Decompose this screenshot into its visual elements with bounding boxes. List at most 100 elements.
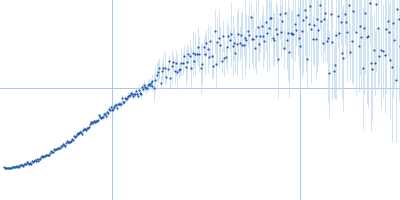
Point	[92, 120, 98, 123]
Point	[98, 116, 104, 120]
Point	[210, 64, 216, 68]
Point	[355, 44, 362, 47]
Point	[76, 131, 83, 135]
Point	[195, 45, 201, 48]
Point	[113, 103, 120, 107]
Point	[329, 40, 336, 43]
Point	[276, 13, 283, 16]
Point	[185, 52, 192, 55]
Point	[162, 67, 168, 70]
Point	[296, 36, 302, 39]
Point	[14, 165, 20, 168]
Point	[250, 38, 256, 41]
Point	[17, 164, 23, 167]
Point	[234, 42, 240, 46]
Point	[268, 16, 274, 20]
Point	[93, 120, 100, 123]
Point	[54, 147, 60, 150]
Point	[116, 102, 122, 106]
Point	[352, 31, 359, 34]
Point	[122, 97, 128, 100]
Point	[137, 91, 143, 94]
Point	[102, 112, 108, 115]
Point	[238, 33, 244, 36]
Point	[8, 167, 14, 170]
Point	[348, 39, 355, 42]
Point	[5, 167, 11, 170]
Point	[44, 154, 50, 157]
Point	[364, 36, 370, 39]
Point	[21, 162, 27, 165]
Point	[176, 68, 182, 72]
Point	[58, 144, 64, 147]
Point	[134, 93, 140, 96]
Point	[316, 4, 323, 7]
Point	[301, 8, 308, 12]
Point	[293, 28, 300, 31]
Point	[103, 115, 110, 118]
Point	[178, 61, 185, 64]
Point	[230, 45, 236, 48]
Point	[65, 140, 72, 144]
Point	[149, 84, 155, 88]
Point	[67, 139, 74, 142]
Point	[15, 165, 21, 168]
Point	[330, 69, 337, 73]
Point	[22, 163, 28, 166]
Point	[75, 133, 82, 136]
Point	[311, 23, 318, 26]
Point	[72, 135, 79, 138]
Point	[279, 20, 286, 23]
Point	[124, 97, 130, 100]
Point	[384, 20, 391, 23]
Point	[168, 65, 175, 68]
Point	[217, 43, 223, 46]
Point	[222, 55, 229, 58]
Point	[144, 87, 150, 90]
Point	[199, 62, 205, 65]
Point	[254, 26, 261, 29]
Point	[315, 29, 322, 32]
Point	[328, 12, 334, 15]
Point	[307, 4, 313, 7]
Point	[198, 66, 204, 69]
Point	[275, 57, 282, 60]
Point	[128, 91, 134, 95]
Point	[156, 67, 162, 70]
Point	[373, 2, 380, 6]
Point	[150, 86, 157, 90]
Point	[306, 22, 312, 25]
Point	[36, 157, 42, 161]
Point	[18, 164, 24, 167]
Point	[360, 66, 366, 70]
Point	[283, 38, 290, 42]
Point	[253, 34, 259, 37]
Point	[388, 65, 395, 68]
Point	[46, 153, 52, 157]
Point	[152, 78, 158, 82]
Point	[202, 53, 208, 56]
Point	[220, 34, 226, 38]
Point	[221, 56, 228, 60]
Point	[274, 33, 280, 36]
Point	[181, 55, 188, 58]
Point	[252, 47, 258, 50]
Point	[20, 164, 26, 167]
Point	[153, 73, 160, 77]
Point	[297, 45, 304, 48]
Point	[319, 42, 326, 45]
Point	[163, 75, 170, 79]
Point	[54, 147, 61, 150]
Point	[160, 66, 167, 70]
Point	[48, 149, 54, 152]
Point	[71, 136, 78, 139]
Point	[285, 31, 291, 34]
Point	[119, 96, 126, 100]
Point	[242, 36, 248, 40]
Point	[61, 144, 68, 147]
Point	[155, 71, 161, 74]
Point	[332, 63, 338, 66]
Point	[97, 115, 104, 118]
Point	[294, 14, 301, 17]
Point	[182, 66, 189, 69]
